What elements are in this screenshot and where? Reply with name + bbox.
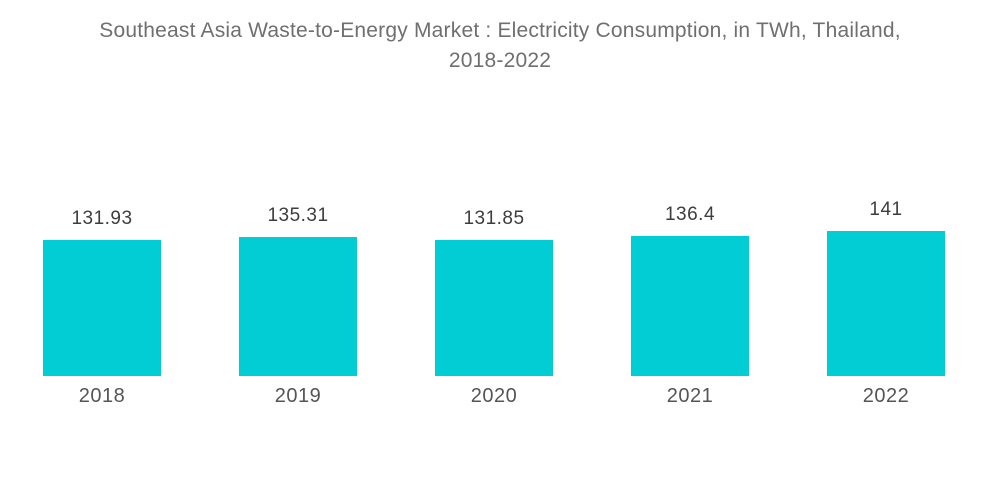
bar-group-2021: 136.4 [592,204,788,376]
x-axis-label-2019: 2019 [274,385,322,407]
bar-2018 [43,240,161,376]
chart-title-line-2: 2018-2022 [448,49,552,72]
x-axis-label-2018: 2018 [78,385,126,407]
bar-value-label-2020: 131.85 [463,208,525,230]
bar-2021 [631,235,749,376]
bar-2022 [827,231,945,376]
bar-group-2022: 141 [788,199,984,376]
bar-group-2020: 131.85 [396,208,592,376]
x-axis-label-2021: 2021 [666,385,714,407]
chart-title-line-1: Southeast Asia Waste-to-Energy Market : … [99,19,901,42]
bar-value-label-2018: 131.93 [71,208,133,230]
x-axis-label-2022: 2022 [862,385,910,407]
bar-group-2019: 135.31 [200,205,396,376]
chart-title: Southeast Asia Waste-to-Energy Market : … [0,16,1000,76]
x-axis-label-2020: 2020 [470,385,518,407]
bar-group-2018: 131.93 [4,208,200,376]
bar-2020 [435,240,553,376]
bar-2019 [239,236,357,376]
bar-value-label-2019: 135.31 [267,204,329,226]
bar-value-label-2022: 141 [869,199,903,220]
bar-value-label-2021: 136.4 [664,203,716,225]
